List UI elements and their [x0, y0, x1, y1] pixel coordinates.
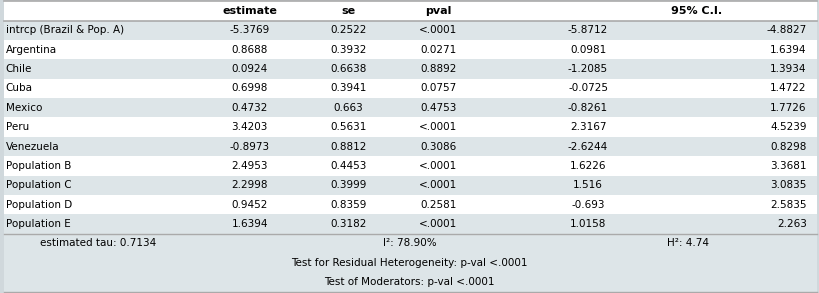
Text: 0.0271: 0.0271 [420, 45, 456, 55]
Text: 0.3182: 0.3182 [330, 219, 366, 229]
Text: 0.8812: 0.8812 [330, 142, 366, 151]
Text: 0.3941: 0.3941 [330, 84, 366, 93]
Text: 0.4753: 0.4753 [420, 103, 456, 113]
Text: Test for Residual Heterogeneity: p-val <.0001: Test for Residual Heterogeneity: p-val <… [292, 258, 527, 268]
Text: 2.3167: 2.3167 [570, 122, 606, 132]
Bar [4, 234, 817, 253]
Text: -5.8712: -5.8712 [568, 25, 609, 35]
Text: 0.4453: 0.4453 [330, 161, 366, 171]
Text: <.0001: <.0001 [419, 122, 457, 132]
Text: 1.516: 1.516 [573, 180, 603, 190]
Text: intrcp (Brazil & Pop. A): intrcp (Brazil & Pop. A) [6, 25, 124, 35]
Bar [4, 98, 817, 117]
Text: Population E: Population E [6, 219, 70, 229]
Text: 1.6394: 1.6394 [770, 45, 807, 55]
Text: 0.6998: 0.6998 [232, 84, 268, 93]
Text: pval: pval [425, 6, 451, 16]
Text: 0.3932: 0.3932 [330, 45, 366, 55]
Text: 3.0835: 3.0835 [771, 180, 807, 190]
Text: 0.8298: 0.8298 [771, 142, 807, 151]
Text: Cuba: Cuba [6, 84, 33, 93]
Text: -2.6244: -2.6244 [568, 142, 609, 151]
Bar [4, 214, 817, 234]
Bar [4, 137, 817, 156]
Text: 0.4732: 0.4732 [232, 103, 268, 113]
Text: 4.5239: 4.5239 [770, 122, 807, 132]
Text: 2.5835: 2.5835 [770, 200, 807, 209]
Text: 2.4953: 2.4953 [232, 161, 268, 171]
Text: estimate: estimate [222, 6, 278, 16]
Text: Argentina: Argentina [6, 45, 57, 55]
Text: 0.0924: 0.0924 [232, 64, 268, 74]
Bar [4, 253, 817, 272]
Text: estimated tau: 0.7134: estimated tau: 0.7134 [40, 238, 156, 248]
Text: I²: 78.90%: I²: 78.90% [382, 238, 437, 248]
Text: -0.8973: -0.8973 [230, 142, 269, 151]
Text: 0.0981: 0.0981 [570, 45, 606, 55]
Text: -0.693: -0.693 [572, 200, 604, 209]
Text: -5.3769: -5.3769 [229, 25, 270, 35]
Text: 0.3999: 0.3999 [330, 180, 366, 190]
Text: 1.3934: 1.3934 [770, 64, 807, 74]
Text: 0.8892: 0.8892 [420, 64, 456, 74]
Text: 1.4722: 1.4722 [770, 84, 807, 93]
Text: H²: 4.74: H²: 4.74 [667, 238, 709, 248]
Text: 1.6394: 1.6394 [232, 219, 268, 229]
Text: 2.263: 2.263 [777, 219, 807, 229]
Text: <.0001: <.0001 [419, 180, 457, 190]
Text: <.0001: <.0001 [419, 25, 457, 35]
Bar [4, 176, 817, 195]
Text: -1.2085: -1.2085 [568, 64, 608, 74]
Text: -4.8827: -4.8827 [767, 25, 807, 35]
Bar [4, 21, 817, 40]
Text: 3.3681: 3.3681 [770, 161, 807, 171]
Text: 0.5631: 0.5631 [330, 122, 366, 132]
Text: 0.8688: 0.8688 [232, 45, 268, 55]
Text: Population D: Population D [6, 200, 72, 209]
Text: 0.2522: 0.2522 [330, 25, 366, 35]
Text: Population C: Population C [6, 180, 71, 190]
Text: 0.9452: 0.9452 [232, 200, 268, 209]
Text: 2.2998: 2.2998 [232, 180, 268, 190]
Bar [4, 59, 817, 79]
Text: 0.6638: 0.6638 [330, 64, 366, 74]
Text: Test of Moderators: p-val <.0001: Test of Moderators: p-val <.0001 [324, 277, 495, 287]
Text: Population B: Population B [6, 161, 71, 171]
Text: -0.8261: -0.8261 [568, 103, 608, 113]
Text: Peru: Peru [6, 122, 29, 132]
Text: <.0001: <.0001 [419, 219, 457, 229]
Text: se: se [341, 6, 355, 16]
Text: 0.0757: 0.0757 [420, 84, 456, 93]
Text: 95% C.I.: 95% C.I. [671, 6, 722, 16]
Text: Chile: Chile [6, 64, 32, 74]
Text: 1.6226: 1.6226 [570, 161, 606, 171]
Bar [4, 272, 817, 292]
Text: <.0001: <.0001 [419, 161, 457, 171]
Text: 0.2581: 0.2581 [420, 200, 456, 209]
Text: Mexico: Mexico [6, 103, 42, 113]
Text: -0.0725: -0.0725 [568, 84, 608, 93]
Text: 0.3086: 0.3086 [420, 142, 456, 151]
Text: 0.663: 0.663 [333, 103, 363, 113]
Text: 1.0158: 1.0158 [570, 219, 606, 229]
Text: 3.4203: 3.4203 [232, 122, 268, 132]
Text: 1.7726: 1.7726 [770, 103, 807, 113]
Text: 0.8359: 0.8359 [330, 200, 366, 209]
Text: Venezuela: Venezuela [6, 142, 59, 151]
